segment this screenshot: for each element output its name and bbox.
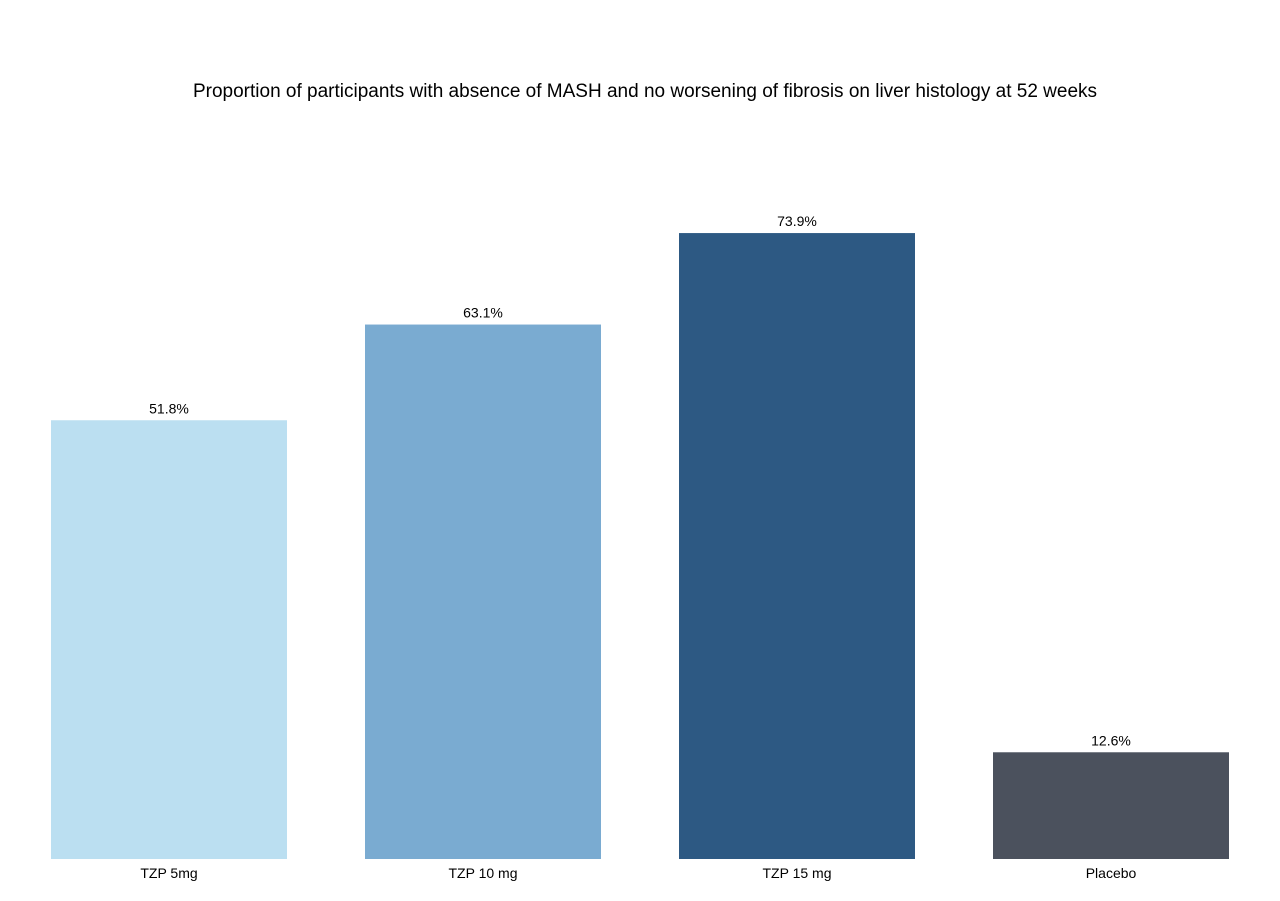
bar-2 xyxy=(679,233,915,859)
data-label: 63.1% xyxy=(463,305,503,321)
data-labels-group: 51.8% 63.1% 73.9% 12.6% xyxy=(149,213,1131,748)
category-label: TZP 10 mg xyxy=(449,865,518,881)
data-label: 12.6% xyxy=(1091,732,1131,748)
data-label: 73.9% xyxy=(777,213,817,229)
bar-0 xyxy=(51,420,287,859)
category-label: TZP 15 mg xyxy=(763,865,832,881)
category-label: Placebo xyxy=(1086,865,1137,881)
bar-3 xyxy=(993,752,1229,859)
data-label: 51.8% xyxy=(149,400,189,416)
bar-1 xyxy=(365,324,601,860)
category-labels-group: TZP 5mg TZP 10 mg TZP 15 mg Placebo xyxy=(140,865,1136,881)
category-label: TZP 5mg xyxy=(140,865,197,881)
bars-group xyxy=(51,233,1229,860)
chart-title: Proportion of participants with absence … xyxy=(193,81,1097,102)
